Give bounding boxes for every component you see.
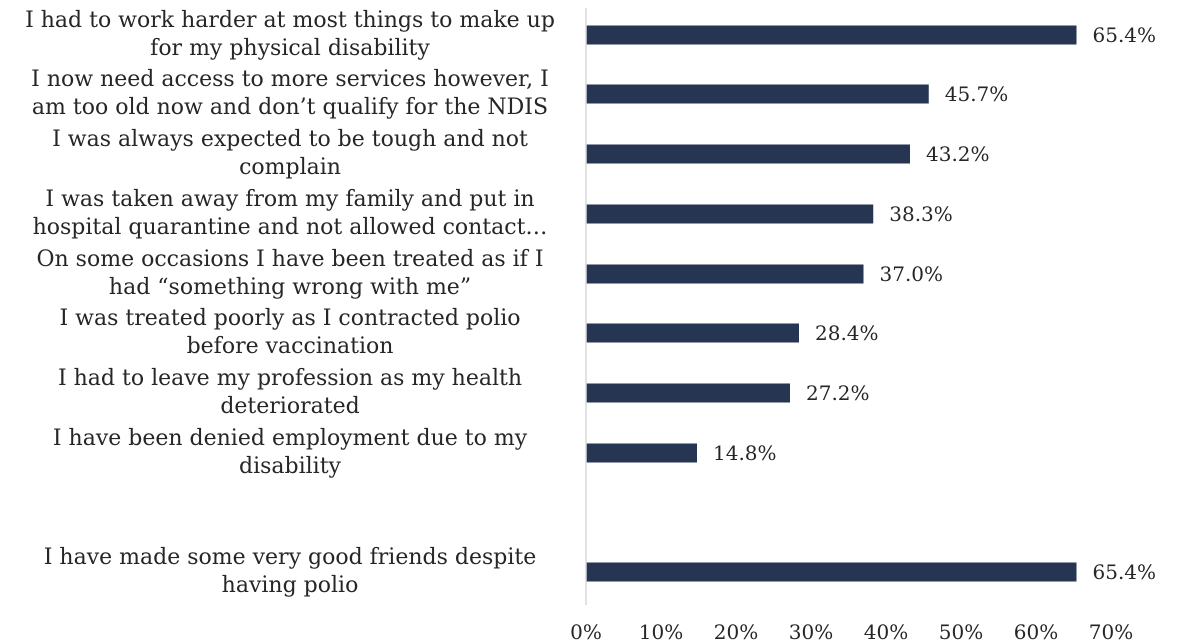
category-label-line: I was treated poorly as I contracted pol… (59, 306, 520, 331)
category-label-line: hospital quarantine and not allowed cont… (33, 215, 548, 240)
category-label: I have been denied employment due to my d… (53, 426, 528, 479)
bar (586, 144, 910, 164)
value-label: 28.4% (815, 321, 879, 345)
bar (586, 323, 799, 343)
bars (586, 25, 1077, 582)
x-tick-label: 70% (1089, 620, 1133, 644)
category-label-line: I now need access to more services howev… (31, 67, 549, 92)
bar (586, 264, 864, 284)
category-label-line: am too old now and don’t qualify for the… (32, 95, 548, 120)
category-label-line: I had to work harder at most things to m… (25, 8, 555, 33)
x-tick-label: 60% (1014, 620, 1058, 644)
category-label-line: had “something wrong with me” (109, 275, 471, 300)
value-label: 27.2% (806, 381, 870, 405)
category-labels: I had to work harder at most things to m… (25, 8, 555, 598)
category-label-line: disability (239, 454, 342, 479)
category-label-line: before vaccination (187, 334, 394, 359)
category-label-line: having polio (222, 573, 359, 598)
category-label-line: I have made some very good friends despi… (44, 545, 537, 570)
category-label: I now need access to more services howev… (31, 67, 549, 120)
category-label: I was treated poorly as I contracted pol… (59, 306, 520, 359)
bar (586, 84, 929, 104)
value-label: 37.0% (880, 262, 944, 286)
category-label: I was taken away from my family and put … (33, 187, 548, 240)
category-label: I was always expected to be tough and no… (52, 127, 528, 180)
category-label-line: deteriorated (220, 394, 359, 419)
category-label-line: I had to leave my profession as my healt… (58, 366, 522, 391)
x-tick-label: 0% (570, 620, 602, 644)
bar (586, 562, 1077, 582)
category-label: On some occasions I have been treated as… (36, 247, 543, 300)
category-label-line: for my physical disability (150, 36, 430, 61)
category-label-line: On some occasions I have been treated as… (36, 247, 543, 272)
x-tick-label: 50% (939, 620, 983, 644)
category-label-line: I have been denied employment due to my (53, 426, 528, 451)
bar (586, 383, 790, 403)
category-label: I had to leave my profession as my healt… (58, 366, 522, 419)
x-tick-label: 10% (639, 620, 683, 644)
category-label-line: complain (239, 155, 341, 180)
value-label: 45.7% (945, 82, 1009, 106)
bar (586, 204, 874, 224)
category-label: I have made some very good friends despi… (44, 545, 537, 598)
value-label: 14.8% (713, 441, 777, 465)
category-label: I had to work harder at most things to m… (25, 8, 555, 61)
x-tick-label: 30% (789, 620, 833, 644)
category-label-line: I was always expected to be tough and no… (52, 127, 528, 152)
bar (586, 25, 1077, 45)
value-label: 65.4% (1093, 560, 1157, 584)
value-labels: 65.4% 45.7% 43.2% 38.3% 37.0% 28.4% 27.2% 14.8%… (713, 23, 1156, 584)
value-label: 38.3% (889, 202, 953, 226)
x-tick-label: 40% (864, 620, 908, 644)
value-label: 65.4% (1093, 23, 1157, 47)
bar (586, 443, 697, 463)
category-label-line: I was taken away from my family and put … (45, 187, 534, 212)
x-tick-label: 20% (714, 620, 758, 644)
value-label: 43.2% (926, 142, 990, 166)
x-axis-tick-labels: 0% 10% 20% 30% 40% 50% 60% 70% (570, 620, 1133, 644)
